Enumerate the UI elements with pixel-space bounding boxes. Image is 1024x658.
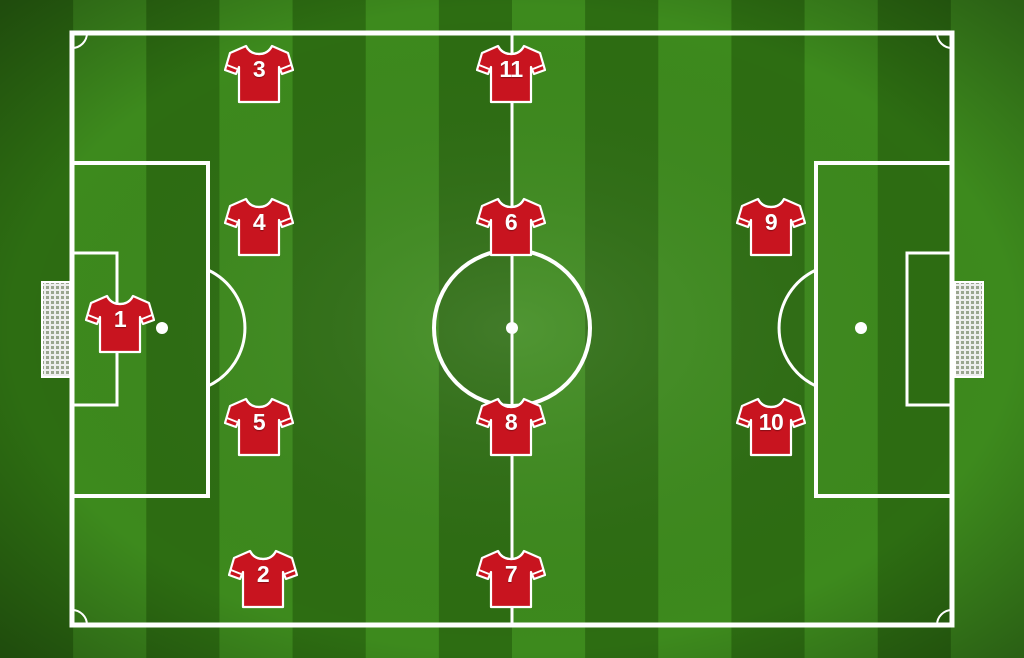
player-number: 6 (504, 209, 518, 235)
player-jersey[interactable]: 2 (228, 548, 298, 610)
right-penalty-spot (855, 322, 867, 334)
player-jersey[interactable]: 4 (224, 196, 294, 258)
player-number: 8 (504, 409, 518, 435)
player-jersey[interactable]: 7 (476, 548, 546, 610)
player-jersey[interactable]: 11 (476, 43, 546, 105)
player-jersey[interactable]: 10 (736, 396, 806, 458)
player-number: 1 (113, 306, 127, 332)
player-number: 4 (252, 209, 266, 235)
player-jersey[interactable]: 8 (476, 396, 546, 458)
right-goal-net (954, 281, 984, 378)
player-number: 9 (764, 209, 778, 235)
player-number: 5 (252, 409, 266, 435)
corner-arc-top-right (936, 32, 953, 49)
player-number: 10 (758, 409, 784, 435)
left-goal-net (41, 281, 71, 378)
player-jersey[interactable]: 6 (476, 196, 546, 258)
player-jersey[interactable]: 1 (85, 293, 155, 355)
corner-arc-bottom-right (936, 609, 953, 626)
player-jersey[interactable]: 9 (736, 196, 806, 258)
player-jersey[interactable]: 5 (224, 396, 294, 458)
corner-arc-bottom-left (71, 609, 88, 626)
right-goal-area (905, 251, 954, 407)
player-number: 7 (504, 561, 518, 587)
player-number: 2 (256, 561, 270, 587)
corner-arc-top-left (71, 32, 88, 49)
center-spot (506, 322, 518, 334)
left-penalty-spot (156, 322, 168, 334)
player-jersey[interactable]: 3 (224, 43, 294, 105)
player-number: 3 (252, 56, 266, 82)
right-penalty-arc (777, 268, 817, 388)
left-penalty-arc (207, 268, 247, 388)
player-number: 11 (499, 56, 523, 82)
